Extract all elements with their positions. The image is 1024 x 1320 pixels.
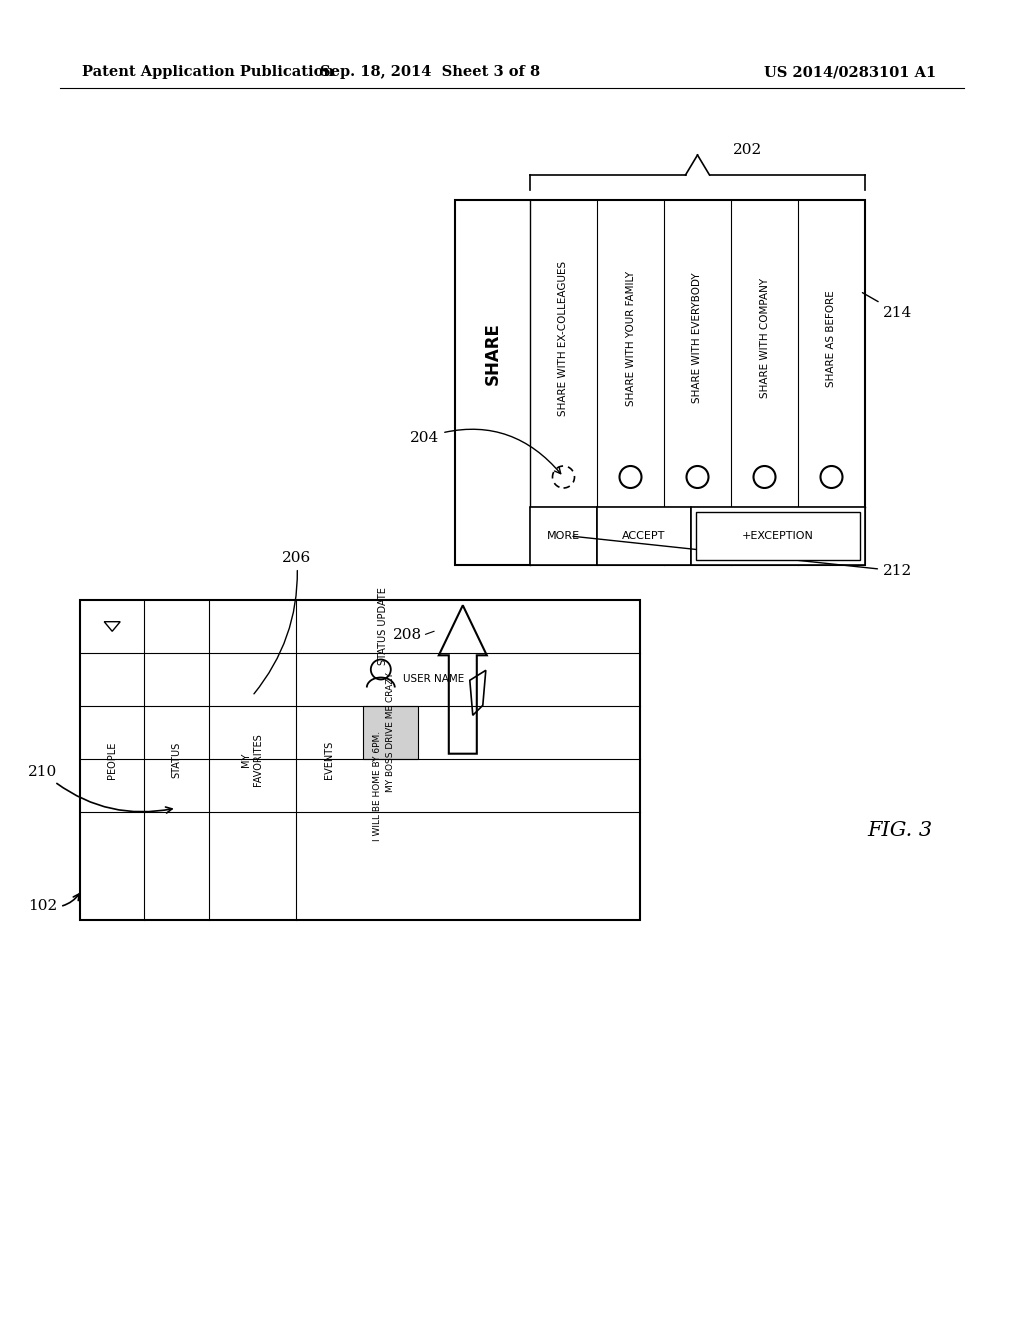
Text: FIG. 3: FIG. 3: [867, 821, 933, 840]
Text: Sep. 18, 2014  Sheet 3 of 8: Sep. 18, 2014 Sheet 3 of 8: [319, 65, 540, 79]
Text: STATUS: STATUS: [172, 742, 181, 777]
Text: MY BOSS DRIVE ME CRAZY: MY BOSS DRIVE ME CRAZY: [386, 673, 395, 792]
Bar: [530, 507, 597, 565]
Text: SHARE: SHARE: [483, 322, 502, 385]
Text: I WILL BE HOME BY 6PM.: I WILL BE HOME BY 6PM.: [373, 730, 382, 841]
Bar: [455, 201, 865, 565]
Text: USER NAME: USER NAME: [402, 675, 464, 685]
Text: SHARE WITH COMPANY: SHARE WITH COMPANY: [760, 279, 769, 399]
Text: SHARE WITH YOUR FAMILY: SHARE WITH YOUR FAMILY: [626, 271, 636, 405]
Bar: [695, 512, 860, 560]
Text: 208: 208: [393, 628, 422, 643]
Text: US 2014/0283101 A1: US 2014/0283101 A1: [764, 65, 936, 79]
Text: 202: 202: [732, 143, 762, 157]
Text: 210: 210: [28, 766, 172, 813]
Text: STATUS UPDATE: STATUS UPDATE: [378, 587, 388, 665]
Text: EVENTS: EVENTS: [325, 741, 334, 779]
Bar: [362, 706, 418, 759]
Text: MY
FAVORITES: MY FAVORITES: [242, 734, 263, 787]
Text: +EXCEPTION: +EXCEPTION: [742, 531, 814, 541]
Text: SHARE AS BEFORE: SHARE AS BEFORE: [826, 290, 837, 387]
Text: 212: 212: [573, 536, 912, 578]
Text: ACCEPT: ACCEPT: [623, 531, 666, 541]
Text: 102: 102: [28, 894, 79, 913]
Text: MORE: MORE: [547, 531, 580, 541]
Text: Patent Application Publication: Patent Application Publication: [82, 65, 334, 79]
Bar: [691, 507, 865, 565]
Bar: [597, 507, 691, 565]
Text: SHARE WITH EX-COLLEAGUES: SHARE WITH EX-COLLEAGUES: [558, 260, 568, 416]
Text: 214: 214: [862, 293, 912, 319]
Text: 206: 206: [254, 550, 311, 694]
Text: SHARE WITH EVERYBODY: SHARE WITH EVERYBODY: [692, 273, 702, 404]
Text: PEOPLE: PEOPLE: [108, 742, 117, 779]
Text: 204: 204: [410, 429, 561, 474]
Bar: [80, 601, 640, 920]
